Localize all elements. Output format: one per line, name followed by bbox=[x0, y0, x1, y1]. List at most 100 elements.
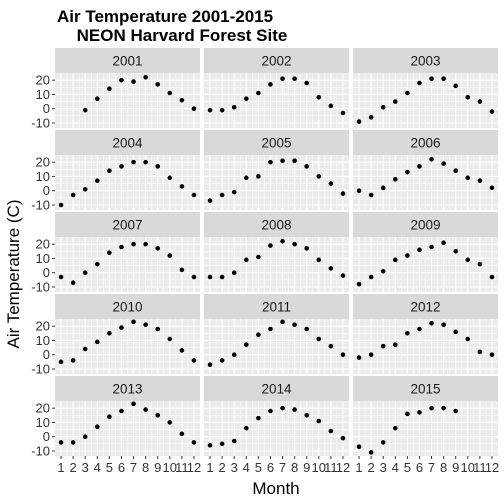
data-point bbox=[316, 418, 322, 424]
data-point bbox=[304, 246, 310, 251]
data-point bbox=[441, 240, 446, 246]
data-point bbox=[292, 76, 297, 82]
data-point bbox=[82, 107, 88, 113]
data-point bbox=[256, 174, 261, 179]
data-point bbox=[489, 185, 495, 191]
data-point bbox=[167, 175, 173, 181]
data-point bbox=[417, 247, 422, 253]
y-tick-label: 20 bbox=[36, 319, 50, 334]
facet-strip-label: 2009 bbox=[410, 218, 440, 233]
data-point bbox=[429, 405, 434, 411]
data-point bbox=[280, 158, 285, 164]
facet-panel-2008: 2008 bbox=[204, 212, 349, 292]
data-point bbox=[207, 274, 213, 280]
x-tick-label: 9 bbox=[452, 460, 459, 475]
facet-strip-label: 2015 bbox=[410, 382, 440, 397]
data-point bbox=[107, 250, 112, 256]
data-point bbox=[155, 326, 161, 332]
data-point bbox=[465, 175, 471, 181]
data-point bbox=[231, 189, 237, 195]
x-tick-label: 4 bbox=[392, 460, 399, 475]
data-point bbox=[256, 332, 261, 338]
data-point bbox=[179, 267, 185, 273]
data-point bbox=[179, 431, 185, 437]
y-tick-label: -10 bbox=[31, 362, 50, 377]
facet-panel-2011: 2011 bbox=[204, 294, 349, 374]
data-point bbox=[304, 412, 310, 418]
data-point bbox=[316, 336, 322, 342]
x-tick-label: 2 bbox=[368, 460, 375, 475]
chart-title-line-1: Air Temperature 2001-2015 bbox=[57, 7, 273, 26]
data-point bbox=[392, 257, 398, 263]
y-tick-label: 20 bbox=[36, 155, 50, 170]
x-tick-label: 4 bbox=[94, 460, 101, 475]
data-point bbox=[368, 450, 374, 455]
data-point bbox=[477, 99, 483, 104]
data-point bbox=[207, 362, 213, 368]
data-point bbox=[489, 274, 495, 280]
facet-strip bbox=[55, 130, 200, 155]
x-tick-label: 3 bbox=[231, 460, 238, 475]
x-tick-label: 1 bbox=[57, 460, 64, 475]
data-point bbox=[328, 343, 334, 349]
facet-strip bbox=[353, 212, 498, 237]
facet-panel-2002: 2002 bbox=[204, 48, 349, 128]
y-tick-label: -10 bbox=[31, 444, 50, 459]
data-point bbox=[477, 261, 483, 267]
data-point bbox=[280, 405, 285, 411]
data-point bbox=[131, 401, 136, 407]
data-point bbox=[392, 99, 398, 104]
facet-strip bbox=[353, 130, 498, 155]
data-point bbox=[368, 352, 374, 358]
data-point bbox=[167, 253, 173, 258]
data-point bbox=[441, 322, 446, 328]
data-point bbox=[207, 442, 213, 448]
data-point bbox=[417, 80, 422, 86]
data-point bbox=[465, 336, 471, 342]
x-tick-label: 8 bbox=[440, 460, 447, 475]
data-point bbox=[219, 358, 225, 363]
data-point bbox=[417, 164, 422, 169]
data-point bbox=[356, 281, 362, 287]
y-tick-label: 10 bbox=[36, 87, 50, 102]
x-tick-label: 10 bbox=[461, 460, 475, 475]
facet-strip bbox=[204, 294, 349, 319]
data-point bbox=[107, 414, 112, 420]
data-point bbox=[58, 274, 64, 280]
facet-strip-label: 2013 bbox=[112, 382, 142, 397]
data-point bbox=[380, 104, 386, 110]
data-point bbox=[143, 74, 148, 80]
data-point bbox=[356, 444, 362, 450]
data-point bbox=[477, 178, 483, 184]
data-point bbox=[477, 349, 483, 355]
data-point bbox=[268, 159, 273, 165]
data-point bbox=[380, 440, 386, 445]
data-point bbox=[417, 410, 422, 415]
facet-strip-label: 2011 bbox=[262, 300, 291, 315]
data-point bbox=[304, 164, 310, 169]
y-tick-label: 20 bbox=[36, 401, 50, 416]
data-point bbox=[191, 440, 197, 445]
data-point bbox=[340, 352, 346, 358]
facet-strip bbox=[353, 376, 498, 401]
data-point bbox=[316, 94, 322, 100]
y-tick-label: 20 bbox=[36, 73, 50, 88]
facet-strip-label: 2004 bbox=[112, 136, 143, 151]
data-point bbox=[143, 407, 148, 412]
x-tick-label: 8 bbox=[142, 460, 149, 475]
x-tick-label: 7 bbox=[130, 460, 137, 475]
data-point bbox=[392, 342, 398, 348]
data-point bbox=[70, 192, 76, 198]
x-tick-label: 1 bbox=[206, 460, 213, 475]
data-point bbox=[340, 110, 346, 116]
data-point bbox=[70, 358, 76, 363]
data-point bbox=[119, 164, 124, 169]
data-point bbox=[58, 359, 64, 365]
y-axis-title: Air Temperature (C) bbox=[4, 200, 23, 349]
